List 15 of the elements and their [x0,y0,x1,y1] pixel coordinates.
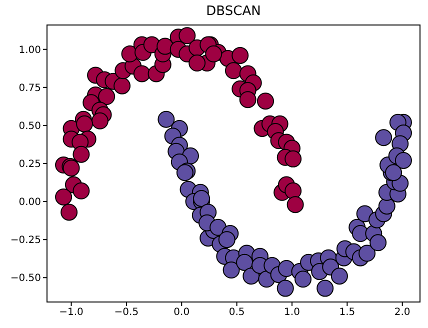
x-tick-label: −1.0 [59,307,84,318]
x-tick-label: 1.5 [339,307,356,318]
chart-title: DBSCAN [205,4,262,19]
y-tick-label: 0.50 [18,121,41,132]
y-tick-label: 1.00 [18,44,41,56]
x-tick-label: 2.0 [394,307,410,318]
y-tick-label: 0.00 [18,197,41,208]
y-tick-label: 0.75 [18,82,41,94]
x-tick-label: 0.5 [228,307,245,318]
x-tick-label: −0.5 [114,307,139,318]
y-tick-label: 0.25 [18,159,41,170]
x-tick-label: 0.0 [174,307,190,318]
y-tick-label: −0.25 [10,235,41,246]
x-tick-label: 1.0 [284,307,300,318]
y-tick-label: −0.50 [10,273,41,284]
